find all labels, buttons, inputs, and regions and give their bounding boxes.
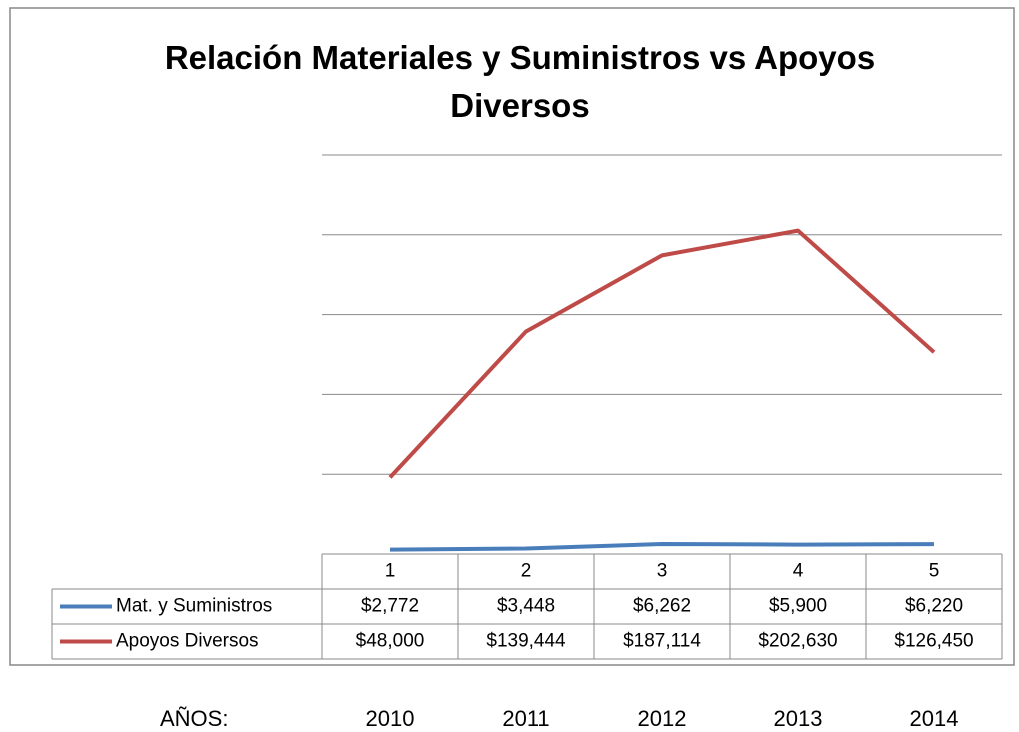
x-tick-label: 5	[929, 561, 940, 582]
x-tick-label: 1	[385, 561, 396, 582]
data-label: $126,450	[894, 631, 973, 652]
footer-year: 2013	[774, 706, 823, 731]
data-label: $6,262	[633, 596, 691, 617]
footer-year: 2012	[638, 706, 687, 731]
data-label: $2,772	[361, 596, 419, 617]
data-label: $6,220	[905, 596, 963, 617]
series-line	[388, 228, 936, 479]
series-line	[389, 542, 935, 552]
legend-label: Apoyos Diversos	[116, 631, 259, 652]
data-label: $139,444	[486, 631, 566, 652]
chart-border	[9, 7, 1015, 666]
data-label: $3,448	[497, 596, 555, 617]
chart-title: Relación Materiales y Suministros vs Apo…	[164, 39, 876, 124]
footer-year: 2010	[366, 706, 415, 731]
x-tick-label: 4	[793, 561, 804, 582]
data-label: $5,900	[769, 596, 827, 617]
footer-year: 2014	[910, 706, 959, 731]
x-tick-label: 2	[521, 561, 532, 582]
legend-label: Mat. y Suministros	[116, 596, 272, 617]
footer-year: 2011	[502, 706, 549, 731]
x-tick-label: 3	[657, 561, 668, 582]
footer-label: AÑOS:	[160, 706, 228, 731]
data-label: $48,000	[356, 631, 425, 652]
data-label: $202,630	[758, 631, 837, 652]
data-label: $187,114	[623, 631, 701, 652]
